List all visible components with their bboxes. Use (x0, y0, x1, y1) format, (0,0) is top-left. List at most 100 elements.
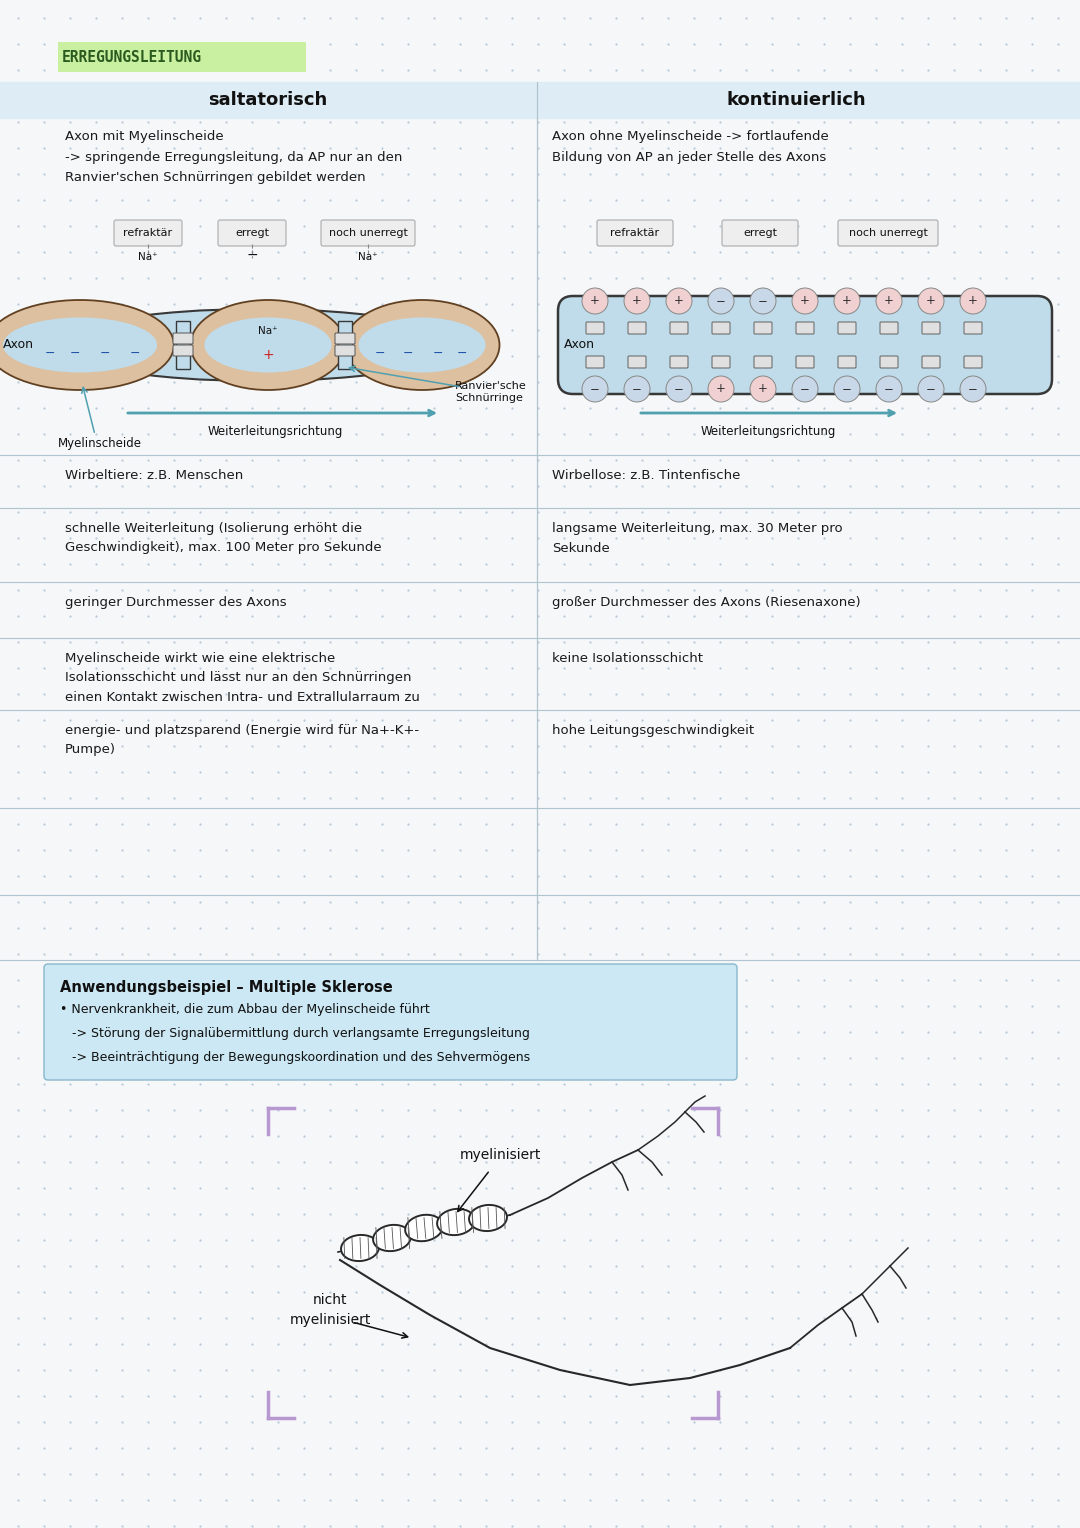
Text: schnelle Weiterleitung (Isolierung erhöht die
Geschwindigkeit), max. 100 Meter p: schnelle Weiterleitung (Isolierung erhöh… (65, 523, 381, 555)
Text: Axon: Axon (3, 339, 33, 351)
Text: +: + (716, 382, 726, 396)
Text: großer Durchmesser des Axons (Riesenaxone): großer Durchmesser des Axons (Riesenaxon… (552, 596, 861, 610)
Text: Myelinscheide: Myelinscheide (58, 437, 141, 451)
Text: −: − (99, 347, 110, 359)
Text: ERREGUNGSLEITUNG: ERREGUNGSLEITUNG (62, 49, 202, 64)
Text: +: + (590, 295, 599, 307)
Ellipse shape (3, 318, 157, 373)
Text: +: + (800, 295, 810, 307)
Ellipse shape (359, 318, 486, 373)
Text: Wirbellose: z.B. Tintenfische: Wirbellose: z.B. Tintenfische (552, 469, 741, 481)
Circle shape (918, 376, 944, 402)
Circle shape (624, 376, 650, 402)
FancyBboxPatch shape (880, 356, 897, 368)
Text: erregt: erregt (235, 228, 269, 238)
FancyBboxPatch shape (321, 220, 415, 246)
Text: noch unerregt: noch unerregt (849, 228, 928, 238)
Text: Myelinscheide wirkt wie eine elektrische
Isolationsschicht und lässt nur an den : Myelinscheide wirkt wie eine elektrische… (65, 652, 420, 704)
FancyBboxPatch shape (173, 333, 193, 344)
Text: Wirbeltiere: z.B. Menschen: Wirbeltiere: z.B. Menschen (65, 469, 243, 481)
Ellipse shape (190, 299, 346, 390)
FancyBboxPatch shape (754, 322, 772, 335)
Text: −: − (968, 382, 977, 396)
Text: -> Störung der Signalübermittlung durch verlangsamte Erregungsleitung: -> Störung der Signalübermittlung durch … (60, 1027, 530, 1041)
FancyBboxPatch shape (712, 356, 730, 368)
Circle shape (792, 287, 818, 313)
Bar (338, 321, 352, 368)
Circle shape (750, 376, 777, 402)
Text: Na⁺: Na⁺ (138, 252, 158, 261)
Text: −: − (403, 347, 414, 359)
Circle shape (792, 376, 818, 402)
FancyBboxPatch shape (796, 356, 814, 368)
Circle shape (960, 376, 986, 402)
Circle shape (876, 376, 902, 402)
FancyBboxPatch shape (838, 356, 856, 368)
Text: +: + (885, 295, 894, 307)
Text: −: − (246, 248, 258, 261)
Text: kontinuierlich: kontinuierlich (726, 92, 866, 108)
Circle shape (834, 287, 860, 313)
Circle shape (750, 287, 777, 313)
FancyBboxPatch shape (173, 345, 193, 356)
Text: +: + (262, 348, 274, 362)
Text: −: − (590, 382, 599, 396)
FancyBboxPatch shape (964, 356, 982, 368)
Text: saltatorisch: saltatorisch (208, 92, 327, 108)
FancyBboxPatch shape (838, 220, 939, 246)
Circle shape (582, 376, 608, 402)
Text: Weiterleitungsrichtung: Weiterleitungsrichtung (207, 425, 342, 439)
Text: refraktär: refraktär (123, 228, 173, 238)
Ellipse shape (345, 299, 499, 390)
Ellipse shape (204, 318, 332, 373)
Text: noch unerregt: noch unerregt (328, 228, 407, 238)
Ellipse shape (58, 309, 458, 380)
Text: erregt: erregt (743, 228, 777, 238)
Text: energie- und platzsparend (Energie wird für Na+-K+-
Pumpe): energie- und platzsparend (Energie wird … (65, 724, 419, 756)
Circle shape (876, 287, 902, 313)
FancyBboxPatch shape (670, 356, 688, 368)
Text: Ranvier'sche
Schnürringe: Ranvier'sche Schnürringe (455, 380, 527, 402)
Text: Na⁺: Na⁺ (258, 325, 278, 336)
Text: −: − (433, 347, 443, 359)
Text: −: − (842, 382, 852, 396)
FancyBboxPatch shape (58, 41, 306, 72)
Text: −: − (674, 382, 684, 396)
Text: −: − (716, 295, 726, 307)
Text: • Nervenkrankheit, die zum Abbau der Myelinscheide führt: • Nervenkrankheit, die zum Abbau der Mye… (60, 1002, 430, 1016)
Text: nicht
myelinisiert: nicht myelinisiert (289, 1293, 370, 1326)
Text: keine Isolationsschicht: keine Isolationsschicht (552, 652, 703, 665)
Text: Axon ohne Myelinscheide -> fortlaufende
Bildung von AP an jeder Stelle des Axons: Axon ohne Myelinscheide -> fortlaufende … (552, 130, 828, 163)
FancyBboxPatch shape (796, 322, 814, 335)
FancyBboxPatch shape (838, 322, 856, 335)
Ellipse shape (341, 1235, 379, 1261)
FancyBboxPatch shape (558, 296, 1052, 394)
Circle shape (708, 287, 734, 313)
Text: refraktär: refraktär (610, 228, 660, 238)
Circle shape (834, 376, 860, 402)
Text: langsame Weiterleitung, max. 30 Meter pro
Sekunde: langsame Weiterleitung, max. 30 Meter pr… (552, 523, 842, 555)
Text: Weiterleitungsrichtung: Weiterleitungsrichtung (700, 425, 836, 439)
FancyBboxPatch shape (597, 220, 673, 246)
Ellipse shape (437, 1209, 475, 1235)
Bar (176, 321, 190, 368)
Ellipse shape (405, 1215, 443, 1241)
Text: Axon mit Myelinscheide
-> springende Erregungsleitung, da AP nur an den
Ranvier': Axon mit Myelinscheide -> springende Err… (65, 130, 403, 183)
Text: −: − (375, 347, 386, 359)
Text: −: − (800, 382, 810, 396)
Text: +: + (632, 295, 642, 307)
FancyBboxPatch shape (754, 356, 772, 368)
FancyBboxPatch shape (670, 322, 688, 335)
Text: −: − (44, 347, 55, 359)
FancyBboxPatch shape (335, 345, 355, 356)
FancyBboxPatch shape (922, 322, 940, 335)
Text: Anwendungsbeispiel – Multiple Sklerose: Anwendungsbeispiel – Multiple Sklerose (60, 979, 393, 995)
FancyBboxPatch shape (627, 356, 646, 368)
Bar (0, 83, 1080, 118)
Text: −: − (758, 295, 768, 307)
Text: −: − (130, 347, 140, 359)
Circle shape (666, 376, 692, 402)
Text: geringer Durchmesser des Axons: geringer Durchmesser des Axons (65, 596, 286, 610)
Text: hohe Leitungsgeschwindigkeit: hohe Leitungsgeschwindigkeit (552, 724, 754, 736)
FancyBboxPatch shape (218, 220, 286, 246)
